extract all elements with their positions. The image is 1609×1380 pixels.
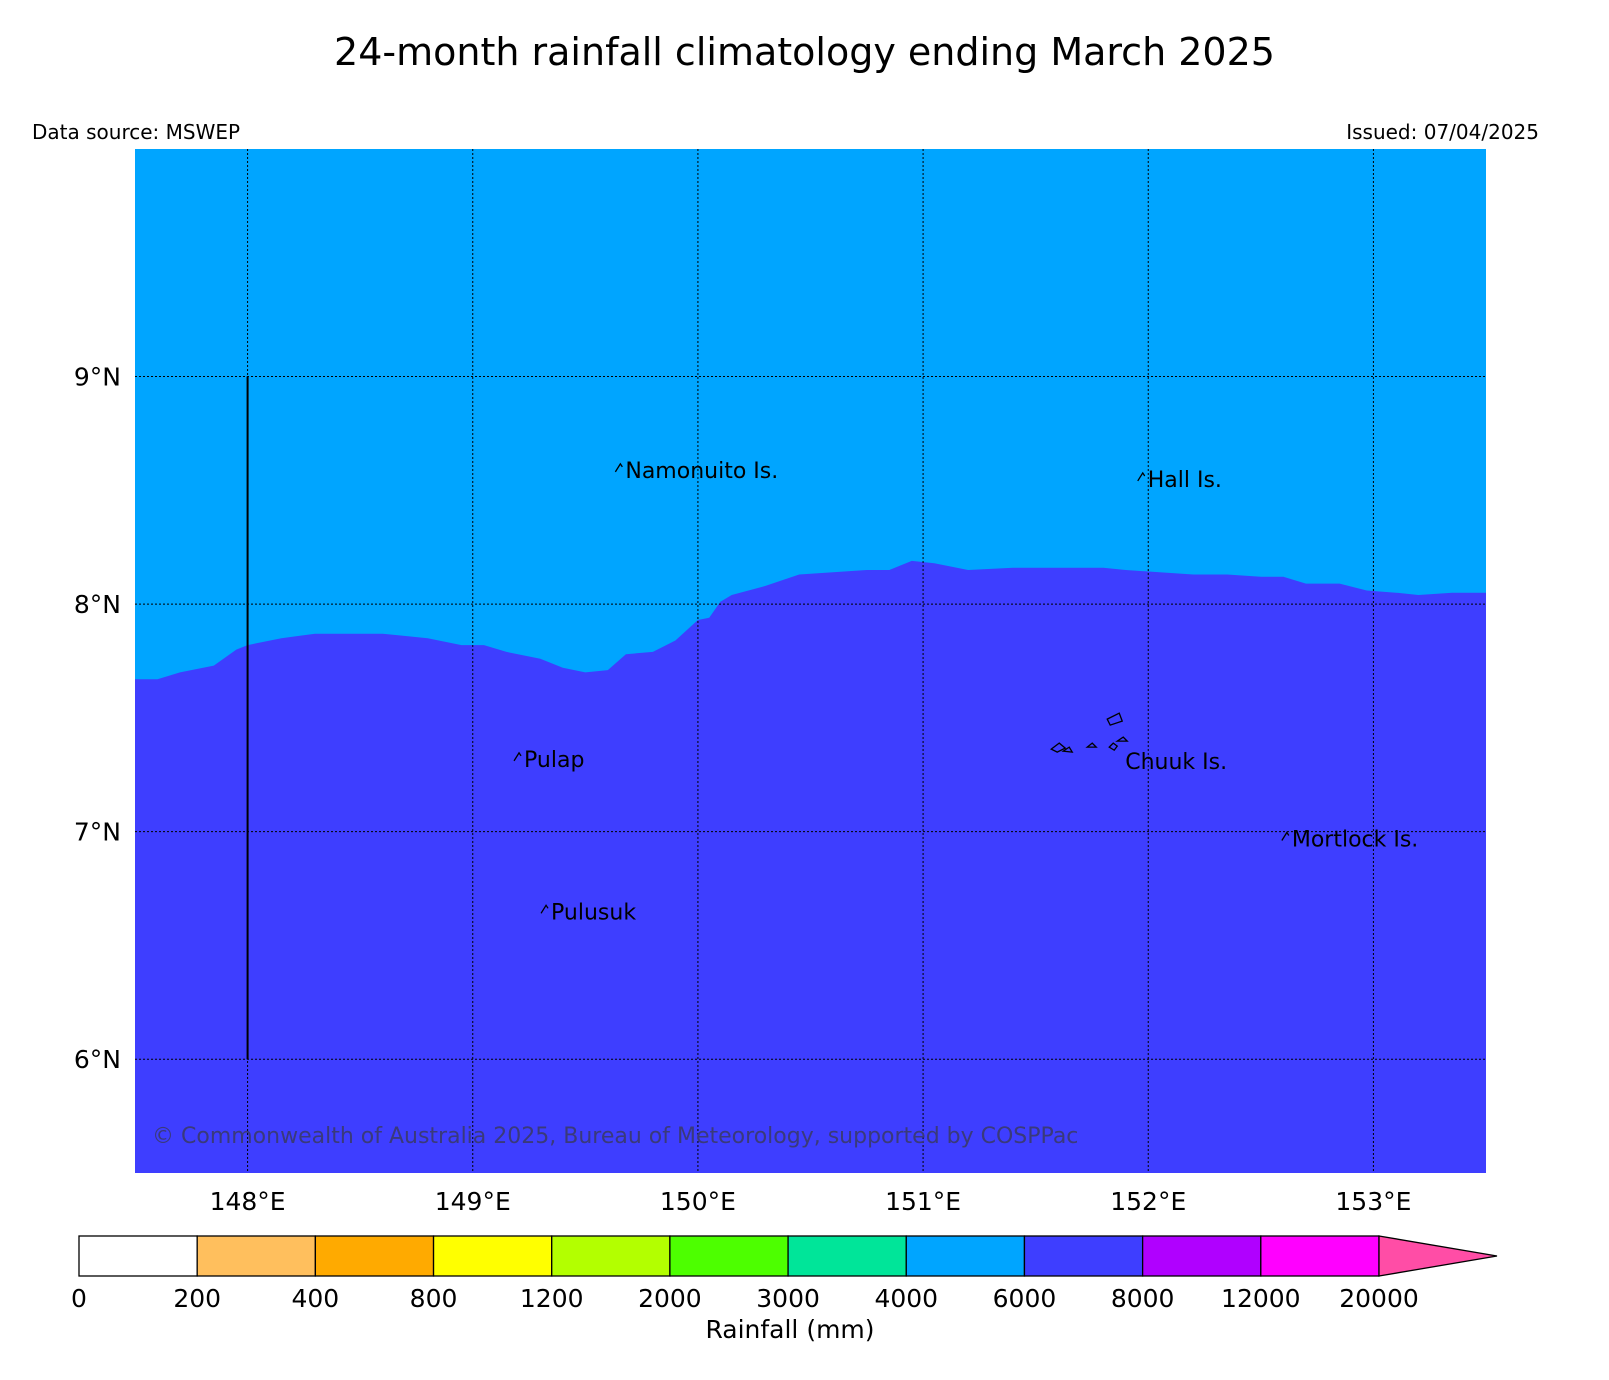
island-outline bbox=[1115, 736, 1129, 742]
colorbar-swatch bbox=[551, 1235, 671, 1277]
map-panel: Namonuito Is. Hall Is. Pulap Chuuk Is. Mortl… bbox=[135, 149, 1486, 1173]
place-label: Pulap bbox=[524, 748, 584, 773]
data-source-label: Data source: MSWEP bbox=[32, 120, 241, 144]
colorbar-swatch bbox=[787, 1235, 907, 1277]
place-label: Pulusuk bbox=[551, 900, 636, 925]
colorbar-tick-label: 3000 bbox=[756, 1284, 820, 1313]
island-outlines bbox=[513, 462, 1290, 914]
island-outline bbox=[1061, 746, 1074, 753]
island-outline bbox=[1281, 831, 1290, 841]
latitude-tick-label: 7°N bbox=[74, 818, 121, 847]
island-outline bbox=[1085, 742, 1098, 748]
place-label: Chuuk Is. bbox=[1125, 750, 1227, 775]
longitude-tick-label: 151°E bbox=[885, 1187, 961, 1216]
island-outline bbox=[1049, 742, 1067, 753]
colorbar-title: Rainfall (mm) bbox=[705, 1315, 874, 1344]
colorbar-tick-label: 4000 bbox=[874, 1284, 938, 1313]
colorbar-tick-labels: 0 200 400 800 1200 2000 3000 4000 6000 8000 12000 2… bbox=[71, 1284, 1419, 1313]
island-outline bbox=[1106, 712, 1124, 726]
latitude-tick-label: 8°N bbox=[74, 590, 121, 619]
longitude-tick-labels: 148°E 149°E 150°E 151°E 152°E 153°E bbox=[210, 1187, 1412, 1216]
island-outline bbox=[1108, 742, 1119, 751]
place-label: Namonuito Is. bbox=[625, 459, 778, 484]
longitude-tick-label: 153°E bbox=[1335, 1187, 1411, 1216]
copyright-notice: © Commonwealth of Australia 2025, Bureau… bbox=[152, 1124, 1078, 1149]
place-label: Mortlock Is. bbox=[1292, 827, 1418, 852]
colorbar-swatch bbox=[905, 1235, 1026, 1277]
latitude-tick-label: 6°N bbox=[74, 1045, 121, 1074]
latitude-tick-label: 9°N bbox=[74, 363, 121, 392]
colorbar-swatch bbox=[669, 1235, 789, 1277]
colorbar-swatch bbox=[78, 1235, 198, 1277]
latitude-tick-labels: 6°N 7°N 8°N 9°N bbox=[74, 363, 121, 1075]
page-title: 24-month rainfall climatology ending Mar… bbox=[334, 30, 1275, 74]
longitude-tick-label: 152°E bbox=[1110, 1187, 1186, 1216]
colorbar-tick-label: 400 bbox=[292, 1284, 340, 1313]
island-outline bbox=[540, 904, 549, 914]
island-outline bbox=[1137, 471, 1146, 482]
longitude-tick-label: 149°E bbox=[435, 1187, 511, 1216]
place-label: Hall Is. bbox=[1148, 468, 1222, 493]
colorbar-tick-label: 2000 bbox=[638, 1284, 702, 1313]
colorbar-swatches bbox=[78, 1235, 1380, 1277]
island-outline bbox=[614, 462, 623, 473]
colorbar-tick-label: 1200 bbox=[520, 1284, 584, 1313]
longitude-tick-label: 150°E bbox=[660, 1187, 736, 1216]
longitude-tick-label: 148°E bbox=[210, 1187, 286, 1216]
colorbar-swatch bbox=[1260, 1235, 1380, 1277]
rainfall-colorbar: 0 200 400 800 1200 2000 3000 4000 6000 8000 12000 2… bbox=[71, 1235, 1498, 1344]
colorbar-tick-label: 6000 bbox=[993, 1284, 1057, 1313]
colorbar-swatch bbox=[1141, 1235, 1262, 1277]
colorbar-extend-arrow bbox=[1378, 1235, 1498, 1277]
colorbar-tick-label: 200 bbox=[173, 1284, 221, 1313]
colorbar-swatch bbox=[314, 1235, 435, 1277]
colorbar-tick-label: 800 bbox=[410, 1284, 458, 1313]
colorbar-tick-label: 20000 bbox=[1339, 1284, 1419, 1313]
colorbar-swatch bbox=[432, 1235, 553, 1277]
island-outline bbox=[513, 751, 522, 762]
colorbar-swatch bbox=[196, 1235, 317, 1277]
colorbar-tick-label: 12000 bbox=[1221, 1284, 1301, 1313]
colorbar-swatch bbox=[1023, 1235, 1144, 1277]
colorbar-tick-label: 0 bbox=[71, 1284, 87, 1313]
issued-date-label: Issued: 07/04/2025 bbox=[1346, 120, 1539, 144]
colorbar-tick-label: 8000 bbox=[1111, 1284, 1175, 1313]
place-labels: Namonuito Is. Hall Is. Pulap Chuuk Is. Mortl… bbox=[524, 459, 1418, 925]
